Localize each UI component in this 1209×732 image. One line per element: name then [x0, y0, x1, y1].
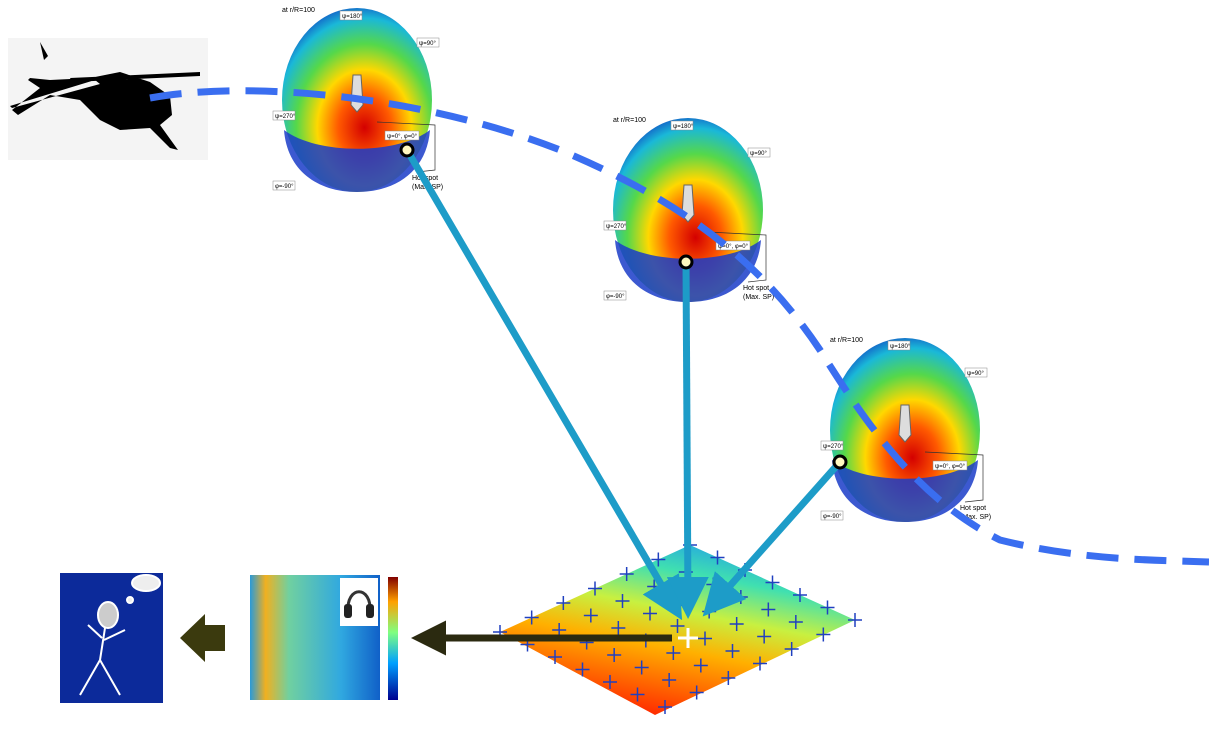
label-box	[272, 180, 296, 191]
grid-marker	[784, 642, 799, 656]
ray	[403, 148, 683, 621]
hot-spot-note: (Max. SP)	[743, 294, 774, 301]
label-right: ψ=90°	[419, 41, 436, 47]
ray	[666, 261, 709, 619]
caption: at r/R=100	[613, 117, 646, 124]
grid-marker	[820, 600, 835, 615]
label-top: ψ=180°	[890, 344, 911, 350]
grid-marker	[698, 631, 712, 646]
hot-spot-label: Hot spot	[960, 505, 986, 512]
grid-marker	[662, 673, 677, 687]
hot-spot-label: Hot spot	[743, 285, 769, 292]
grid-marker	[607, 648, 622, 662]
headphones	[366, 604, 374, 618]
rotor-icon	[350, 74, 364, 113]
label-left: ψ=270°	[606, 224, 627, 230]
leader-line	[376, 121, 436, 173]
grid-marker	[710, 550, 725, 565]
grid-marker	[524, 610, 539, 625]
label-box	[603, 290, 627, 301]
label-box	[384, 130, 420, 141]
listener	[79, 574, 161, 696]
label-box	[887, 340, 911, 351]
label-box	[339, 10, 363, 21]
hot-spot-note: (Max. SP)	[960, 514, 991, 521]
emission-point	[832, 454, 848, 470]
sphere-band	[284, 130, 430, 192]
label-left: ψ=270°	[823, 444, 844, 450]
grid-marker	[729, 617, 744, 631]
listener-panel	[60, 573, 163, 703]
label-box	[820, 440, 844, 451]
label-box	[747, 147, 771, 158]
label-bottom: φ=-90°	[606, 294, 625, 300]
label-box	[416, 37, 440, 48]
label-center: ψ=0°, φ=0°	[387, 134, 418, 140]
grid-marker	[757, 629, 772, 644]
colorbar	[388, 577, 398, 700]
label-bottom: φ=-90°	[275, 184, 294, 190]
grid-marker	[670, 619, 685, 633]
ray	[702, 459, 843, 617]
leader-line	[707, 231, 767, 283]
grid-marker	[588, 581, 602, 596]
grid-marker	[793, 588, 807, 602]
receiver-marker	[678, 628, 698, 648]
emission-point	[678, 254, 694, 270]
caption: at r/R=100	[830, 337, 863, 344]
label-box	[932, 460, 968, 471]
label-box	[670, 120, 694, 131]
grid-marker	[689, 685, 704, 700]
headphones-inset	[340, 578, 378, 626]
grid-marker	[666, 646, 681, 660]
rotor-icon	[898, 404, 912, 443]
label-right: ψ=90°	[967, 371, 984, 377]
label-right: ψ=90°	[750, 151, 767, 157]
grid-marker	[788, 615, 803, 629]
grid-marker	[753, 656, 767, 671]
label-left: ψ=270°	[275, 114, 296, 120]
grid-marker	[765, 575, 780, 590]
label-box	[715, 240, 751, 251]
grid-marker	[848, 613, 862, 627]
grid-marker	[548, 650, 562, 664]
helicopter	[10, 42, 200, 150]
leader-line	[924, 451, 984, 503]
label-box	[820, 510, 844, 521]
grid-marker	[761, 602, 776, 617]
grid-marker	[583, 608, 598, 623]
grid-marker	[556, 596, 571, 610]
spectrogram	[250, 575, 398, 700]
grid-marker	[615, 594, 630, 608]
label-center: ψ=0°, φ=0°	[935, 464, 966, 470]
grid-marker	[658, 700, 672, 714]
grid-marker	[630, 687, 645, 702]
flight-path	[149, 87, 1209, 566]
label-center: ψ=0°, φ=0°	[718, 244, 749, 250]
grid-marker	[725, 644, 740, 658]
label-top: ψ=180°	[342, 14, 363, 20]
grid-marker	[693, 658, 708, 673]
grid-marker	[816, 627, 831, 642]
sphere-band	[832, 460, 978, 522]
grid-marker	[619, 567, 634, 581]
grid-marker	[603, 675, 617, 689]
grid-marker	[611, 621, 626, 635]
label-box	[964, 367, 988, 378]
grid-marker	[575, 662, 590, 677]
label-box	[603, 220, 627, 231]
grid-marker	[634, 660, 649, 675]
directivity-sphere: at r/R=100 ψ=180° ψ=90° ψ=270° ψ=0°, φ=0° φ=-…	[820, 337, 991, 522]
grid-marker	[721, 671, 736, 685]
label-bottom: φ=-90°	[823, 514, 842, 520]
label-box	[272, 110, 296, 121]
headphones	[344, 604, 352, 618]
caption: at r/R=100	[282, 7, 315, 14]
grid-marker	[651, 552, 666, 567]
listener-arrow	[180, 614, 225, 662]
label-top: ψ=180°	[673, 124, 694, 130]
emission-point	[399, 142, 415, 158]
